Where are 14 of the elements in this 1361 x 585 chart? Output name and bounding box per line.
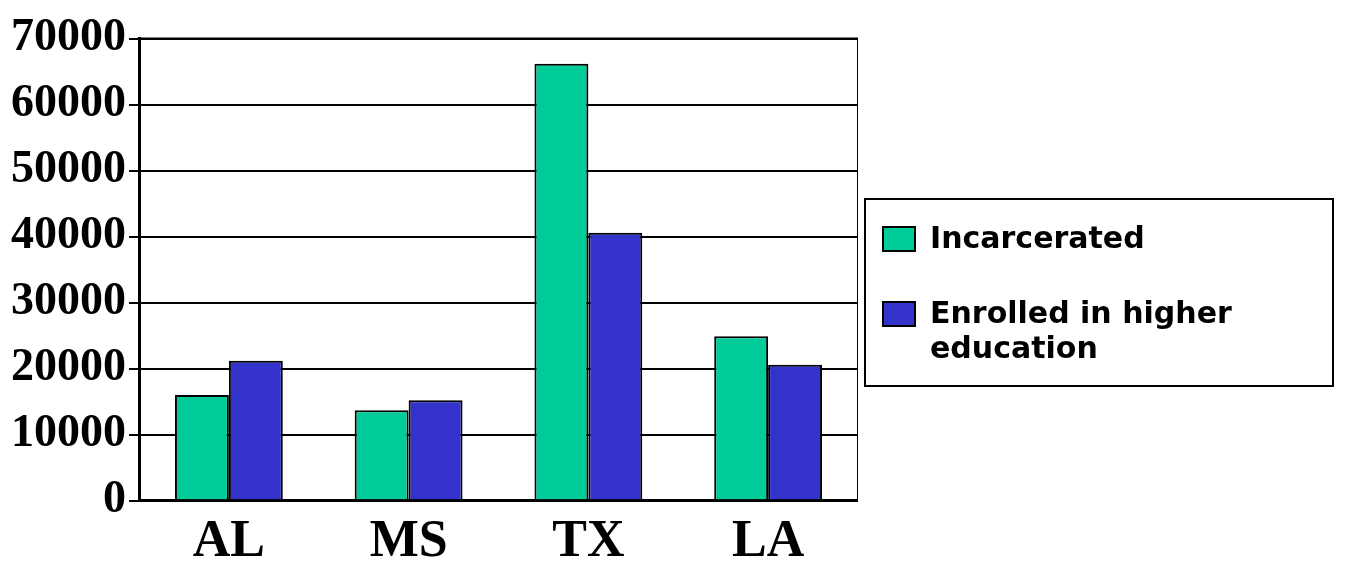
y-tick-label: 60000 <box>11 75 126 127</box>
legend-label: Incarcerated <box>930 220 1145 255</box>
y-tick-label: 40000 <box>11 207 126 259</box>
legend-label: Enrolled in higher education <box>930 295 1233 365</box>
y-tick-label: 20000 <box>11 339 126 391</box>
y-tick-label: 0 <box>103 471 126 523</box>
x-tick-label: MS <box>369 510 448 568</box>
x-tick-label: TX <box>552 510 625 568</box>
x-tick-label: LA <box>732 510 805 568</box>
y-tick-label: 30000 <box>11 273 126 325</box>
y-tick-label: 10000 <box>11 405 126 457</box>
x-tick-label: AL <box>192 510 265 568</box>
y-tick-label: 50000 <box>11 141 126 193</box>
y-tick-label: 70000 <box>11 9 126 61</box>
